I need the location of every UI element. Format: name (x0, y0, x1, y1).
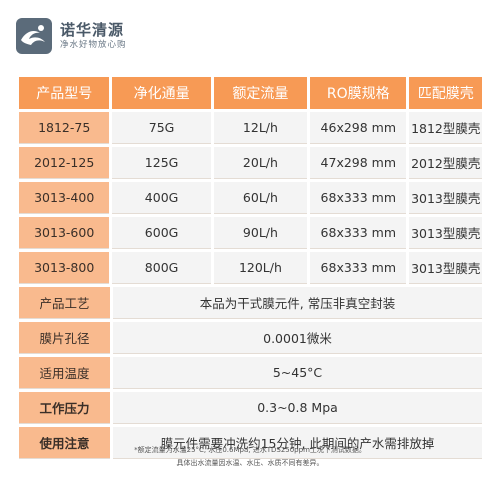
cell-flow: 60L/h (213, 182, 308, 214)
cell-model: 3013-800 (19, 252, 110, 284)
spec-row-notice: 使用注意 膜元件需要冲洗约15分钟, 此期间的产水需排放掉 (19, 427, 482, 459)
cell-flux: 600G (112, 217, 211, 249)
table-row: 3013-600 600G 90L/h 68x333 mm 3013型膜壳 (19, 217, 482, 249)
table-row: 2012-125 125G 20L/h 47x298 mm 2012型膜壳 (19, 147, 482, 179)
header-flux: 净化通量 (112, 77, 211, 109)
cell-housing: 3013型膜壳 (409, 217, 482, 249)
spec-row-temperature: 适用温度 5~45°C (19, 357, 482, 389)
spec-label: 工作压力 (19, 392, 110, 424)
spec-label: 产品工艺 (19, 287, 110, 319)
cell-flow: 12L/h (213, 112, 308, 144)
table-row: 1812-75 75G 12L/h 46x298 mm 1812型膜壳 (19, 112, 482, 144)
table-row: 3013-800 800G 120L/h 68x333 mm 3013型膜壳 (19, 252, 482, 284)
brand-name: 诺华清源 (60, 21, 125, 39)
spec-row-pore-size: 膜片孔径 0.0001微米 (19, 322, 482, 354)
cell-flow: 120L/h (213, 252, 308, 284)
spec-table: 产品型号 净化通量 额定流量 RO膜规格 匹配膜壳 1812-75 75G 12… (19, 77, 482, 462)
cell-flux: 800G (112, 252, 211, 284)
cell-flux: 75G (112, 112, 211, 144)
cell-model: 3013-600 (19, 217, 110, 249)
cell-model: 1812-75 (19, 112, 110, 144)
table-row: 3013-400 400G 60L/h 68x333 mm 3013型膜壳 (19, 182, 482, 214)
cell-housing: 2012型膜壳 (409, 147, 482, 179)
footnote-variance: 具体出水流量因水温、水压、水质不同有差异。 (176, 459, 324, 467)
cell-flux: 400G (112, 182, 211, 214)
cell-flow: 20L/h (213, 147, 308, 179)
spec-label: 膜片孔径 (19, 322, 110, 354)
spec-label: 使用注意 (19, 427, 110, 459)
cell-ro-spec: 47x298 mm (310, 147, 407, 179)
spec-value: 0.3~0.8 Mpa (113, 392, 482, 424)
spec-label: 适用温度 (19, 357, 110, 389)
cell-ro-spec: 46x298 mm (310, 112, 407, 144)
cell-ro-spec: 68x333 mm (310, 182, 407, 214)
spec-value: 本品为干式膜元件, 常压非真空封装 (113, 287, 482, 319)
brand-logo-icon (16, 18, 52, 54)
header-housing: 匹配膜壳 (409, 77, 482, 109)
cell-model: 3013-400 (19, 182, 110, 214)
spec-value: 膜元件需要冲洗约15分钟, 此期间的产水需排放掉 (113, 427, 482, 459)
spec-row-process: 产品工艺 本品为干式膜元件, 常压非真空封装 (19, 287, 482, 319)
cell-flow: 90L/h (213, 217, 308, 249)
header-flow: 额定流量 (213, 77, 308, 109)
cell-housing: 3013型膜壳 (409, 182, 482, 214)
cell-housing: 1812型膜壳 (409, 112, 482, 144)
spec-row-pressure: 工作压力 0.3~0.8 Mpa (19, 392, 482, 424)
brand-logo: 诺华清源 净水好物放心购 (16, 18, 176, 54)
spec-value: 0.0001微米 (113, 322, 482, 354)
spec-value: 5~45°C (113, 357, 482, 389)
header-model: 产品型号 (19, 77, 110, 109)
cell-ro-spec: 68x333 mm (310, 217, 407, 249)
cell-housing: 3013型膜壳 (409, 252, 482, 284)
table-header-row: 产品型号 净化通量 额定流量 RO膜规格 匹配膜壳 (19, 77, 482, 109)
cell-flux: 125G (112, 147, 211, 179)
footnote-test-conditions: *额定流量为水温25°C, 水压0.6Mpa, 进水TDS250ppm工况下测试… (134, 446, 366, 454)
cell-ro-spec: 68x333 mm (310, 252, 407, 284)
cell-model: 2012-125 (19, 147, 110, 179)
header-ro-spec: RO膜规格 (310, 77, 407, 109)
brand-slogan: 净水好物放心购 (60, 40, 127, 50)
